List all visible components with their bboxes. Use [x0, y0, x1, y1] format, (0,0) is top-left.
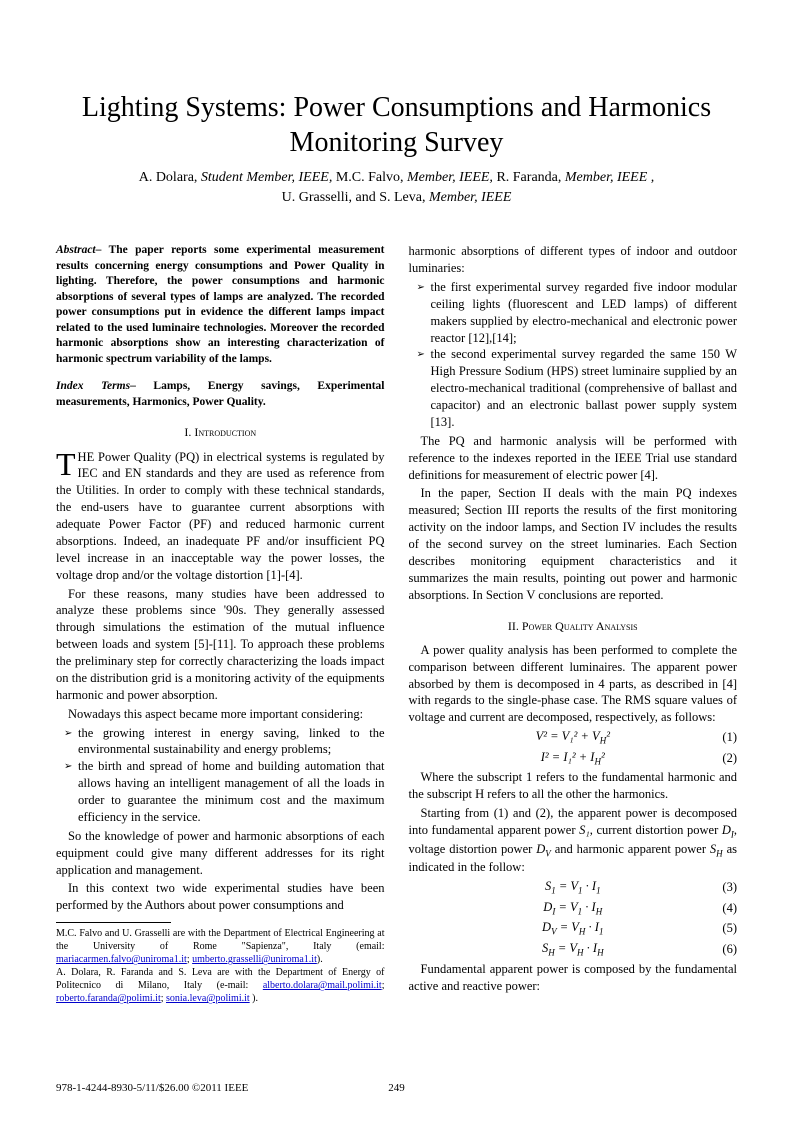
author-name: R. Faranda, [496, 170, 564, 185]
intro-paragraph-5: In this context two wide experimental st… [56, 880, 385, 914]
two-column-layout: Abstract– The paper reports some experim… [56, 243, 737, 1005]
author-role: Student Member, IEEE, [201, 170, 336, 185]
index-terms-block: Index Terms– Lamps, Energy savings, Expe… [56, 379, 385, 410]
abstract-label: Abstract [56, 244, 96, 256]
list-item: the first experimental survey regarded f… [417, 279, 738, 347]
left-column: Abstract– The paper reports some experim… [56, 243, 385, 1005]
list-item: the growing interest in energy saving, l… [64, 725, 385, 759]
footnote-separator [56, 922, 171, 923]
footnote-email-link[interactable]: mariacarmen.falvo@uniroma1.it [56, 954, 187, 965]
section-number: I. [184, 425, 191, 439]
author-role: Member, IEEE , [565, 170, 654, 185]
author-role: Member, IEEE, [407, 170, 496, 185]
author-name: A. Dolara, [139, 170, 201, 185]
pq-paragraph-4: Fundamental apparent power is composed b… [409, 961, 738, 995]
col2-paragraph-3: In the paper, Section II deals with the … [409, 485, 738, 603]
footnote-email-link[interactable]: umberto.grasselli@uniroma1.it [192, 954, 317, 965]
author-name: U. Grasselli, and S. Leva, [282, 190, 429, 205]
footnote-text: M.C. Falvo and U. Grasselli are with the… [56, 928, 385, 952]
section-1-heading: I. Introduction [56, 424, 385, 440]
equation-number: (1) [722, 729, 737, 746]
section-title: Introduction [194, 425, 256, 439]
abstract-text: – The paper reports some experimental me… [56, 244, 385, 365]
section-number: II. [508, 619, 519, 633]
intro-bullet-list: the growing interest in energy saving, l… [64, 725, 385, 826]
author-role: Member, IEEE [429, 190, 511, 205]
intro-paragraph-2: For these reasons, many studies have bee… [56, 586, 385, 704]
equation-3: S1 = V1 · I1 (3) [409, 878, 738, 897]
section-title: Power Quality Analysis [522, 619, 638, 633]
col2-bullet-list: the first experimental survey regarded f… [417, 279, 738, 431]
equation-4: DI = V1 · IH (4) [409, 899, 738, 918]
authors-line-1: A. Dolara, Student Member, IEEE, M.C. Fa… [56, 168, 737, 188]
equation-number: (3) [722, 879, 737, 896]
list-item: the birth and spread of home and buildin… [64, 758, 385, 826]
authors-block: A. Dolara, Student Member, IEEE, M.C. Fa… [56, 168, 737, 207]
page-number: 249 [388, 1082, 405, 1094]
pq-paragraph-2: Where the subscript 1 refers to the fund… [409, 769, 738, 803]
footnote-email-link[interactable]: sonia.leva@polimi.it [166, 993, 250, 1004]
list-item: the second experimental survey regarded … [417, 346, 738, 430]
footnote-email-link[interactable]: roberto.faranda@polimi.it [56, 993, 161, 1004]
equation-6: SH = VH · IH (6) [409, 940, 738, 959]
index-terms-label: Index Terms [56, 380, 130, 392]
footnote-email-link[interactable]: alberto.dolara@mail.polimi.it [263, 980, 382, 991]
equation-number: (6) [722, 941, 737, 958]
equation-number: (4) [722, 900, 737, 917]
col2-paragraph-2: The PQ and harmonic analysis will be per… [409, 433, 738, 484]
equation-number: (2) [722, 750, 737, 767]
section-2-heading: II. Power Quality Analysis [409, 618, 738, 634]
pq-paragraph-1: A power quality analysis has been perfor… [409, 642, 738, 726]
col2-paragraph-1: harmonic absorptions of different types … [409, 243, 738, 277]
pq-paragraph-3: Starting from (1) and (2), the apparent … [409, 805, 738, 876]
abstract-block: Abstract– The paper reports some experim… [56, 243, 385, 367]
authors-line-2: U. Grasselli, and S. Leva, Member, IEEE [56, 188, 737, 208]
right-column: harmonic absorptions of different types … [409, 243, 738, 1005]
intro-paragraph-1: THE Power Quality (PQ) in electrical sys… [56, 449, 385, 584]
footnote-block: M.C. Falvo and U. Grasselli are with the… [56, 927, 385, 1005]
equation-number: (5) [722, 920, 737, 937]
page-footer: 978-1-4244-8930-5/11/$26.00 ©2011 IEEE 2… [56, 1082, 737, 1094]
intro-paragraph-3: Nowadays this aspect became more importa… [56, 706, 385, 723]
author-name: M.C. Falvo, [336, 170, 407, 185]
copyright-text: 978-1-4244-8930-5/11/$26.00 ©2011 IEEE [56, 1082, 248, 1094]
intro-paragraph-4: So the knowledge of power and harmonic a… [56, 828, 385, 879]
equation-5: DV = VH · I1 (5) [409, 919, 738, 938]
equation-2: I² = I₁² + IH² (2) [409, 749, 738, 768]
equation-1: V² = V₁² + VH² (1) [409, 728, 738, 747]
paper-title: Lighting Systems: Power Consumptions and… [56, 90, 737, 160]
